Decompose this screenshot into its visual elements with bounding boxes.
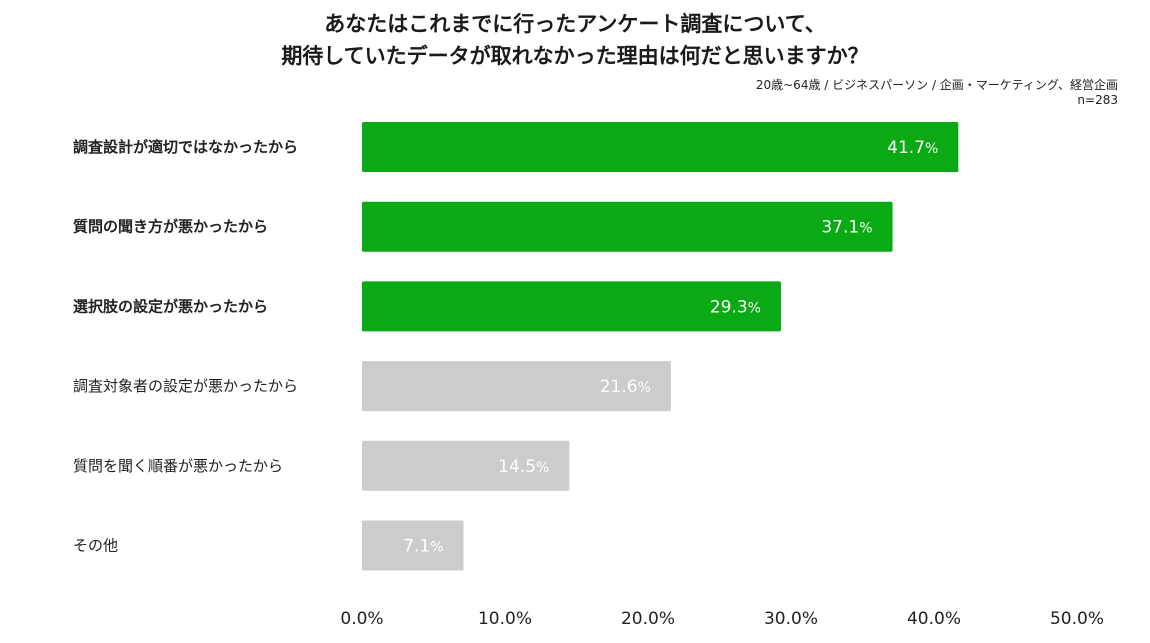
data-label: 37.1% [821,218,872,238]
x-tick-label: 30.0% [764,609,818,629]
chart-title-line-2: 期待していたデータが取れなかった理由は何だと思いますか？ [281,44,869,68]
chart-subtitle: 20歳~64歳 / ビジネスパーソン / 企画・マーケティング、経営企画 n=2… [756,78,1118,108]
chart-title-line-1: あなたはこれまでに行ったアンケート調査について、 [324,12,826,36]
data-label: 7.1% [403,537,443,557]
x-tick-label: 0.0% [340,609,383,629]
bar [362,122,959,172]
category-label: 選択肢の設定が悪かったから [73,297,268,315]
bar [362,440,570,491]
category-label: 調査設計が適切ではなかったから [73,138,298,156]
bar [362,201,893,252]
data-label: 14.5% [498,457,549,477]
category-label: その他 [73,537,118,555]
data-label: 41.7% [887,138,938,158]
x-tick-label: 40.0% [907,609,961,629]
respondent-description: 20歳~64歳 / ビジネスパーソン / 企画・マーケティング、経営企画 [755,78,1118,92]
data-label: 21.6% [600,377,651,397]
chart-title: あなたはこれまでに行ったアンケート調査について、 期待していたデータが取れなかっ… [0,8,1150,72]
category-label: 調査対象者の設定が悪かったから [73,377,298,395]
data-label: 29.3% [710,297,761,317]
x-tick-label: 20.0% [621,609,675,629]
x-tick-label: 50.0% [1050,609,1104,629]
bar [362,361,671,412]
category-label: 質問の聞き方が悪かったから [73,218,268,236]
sample-size: n=283 [1077,93,1118,107]
x-tick-label: 10.0% [478,609,532,629]
bar [362,520,464,571]
bar [362,281,781,332]
category-label: 質問を聞く順番が悪かったから [73,457,283,475]
